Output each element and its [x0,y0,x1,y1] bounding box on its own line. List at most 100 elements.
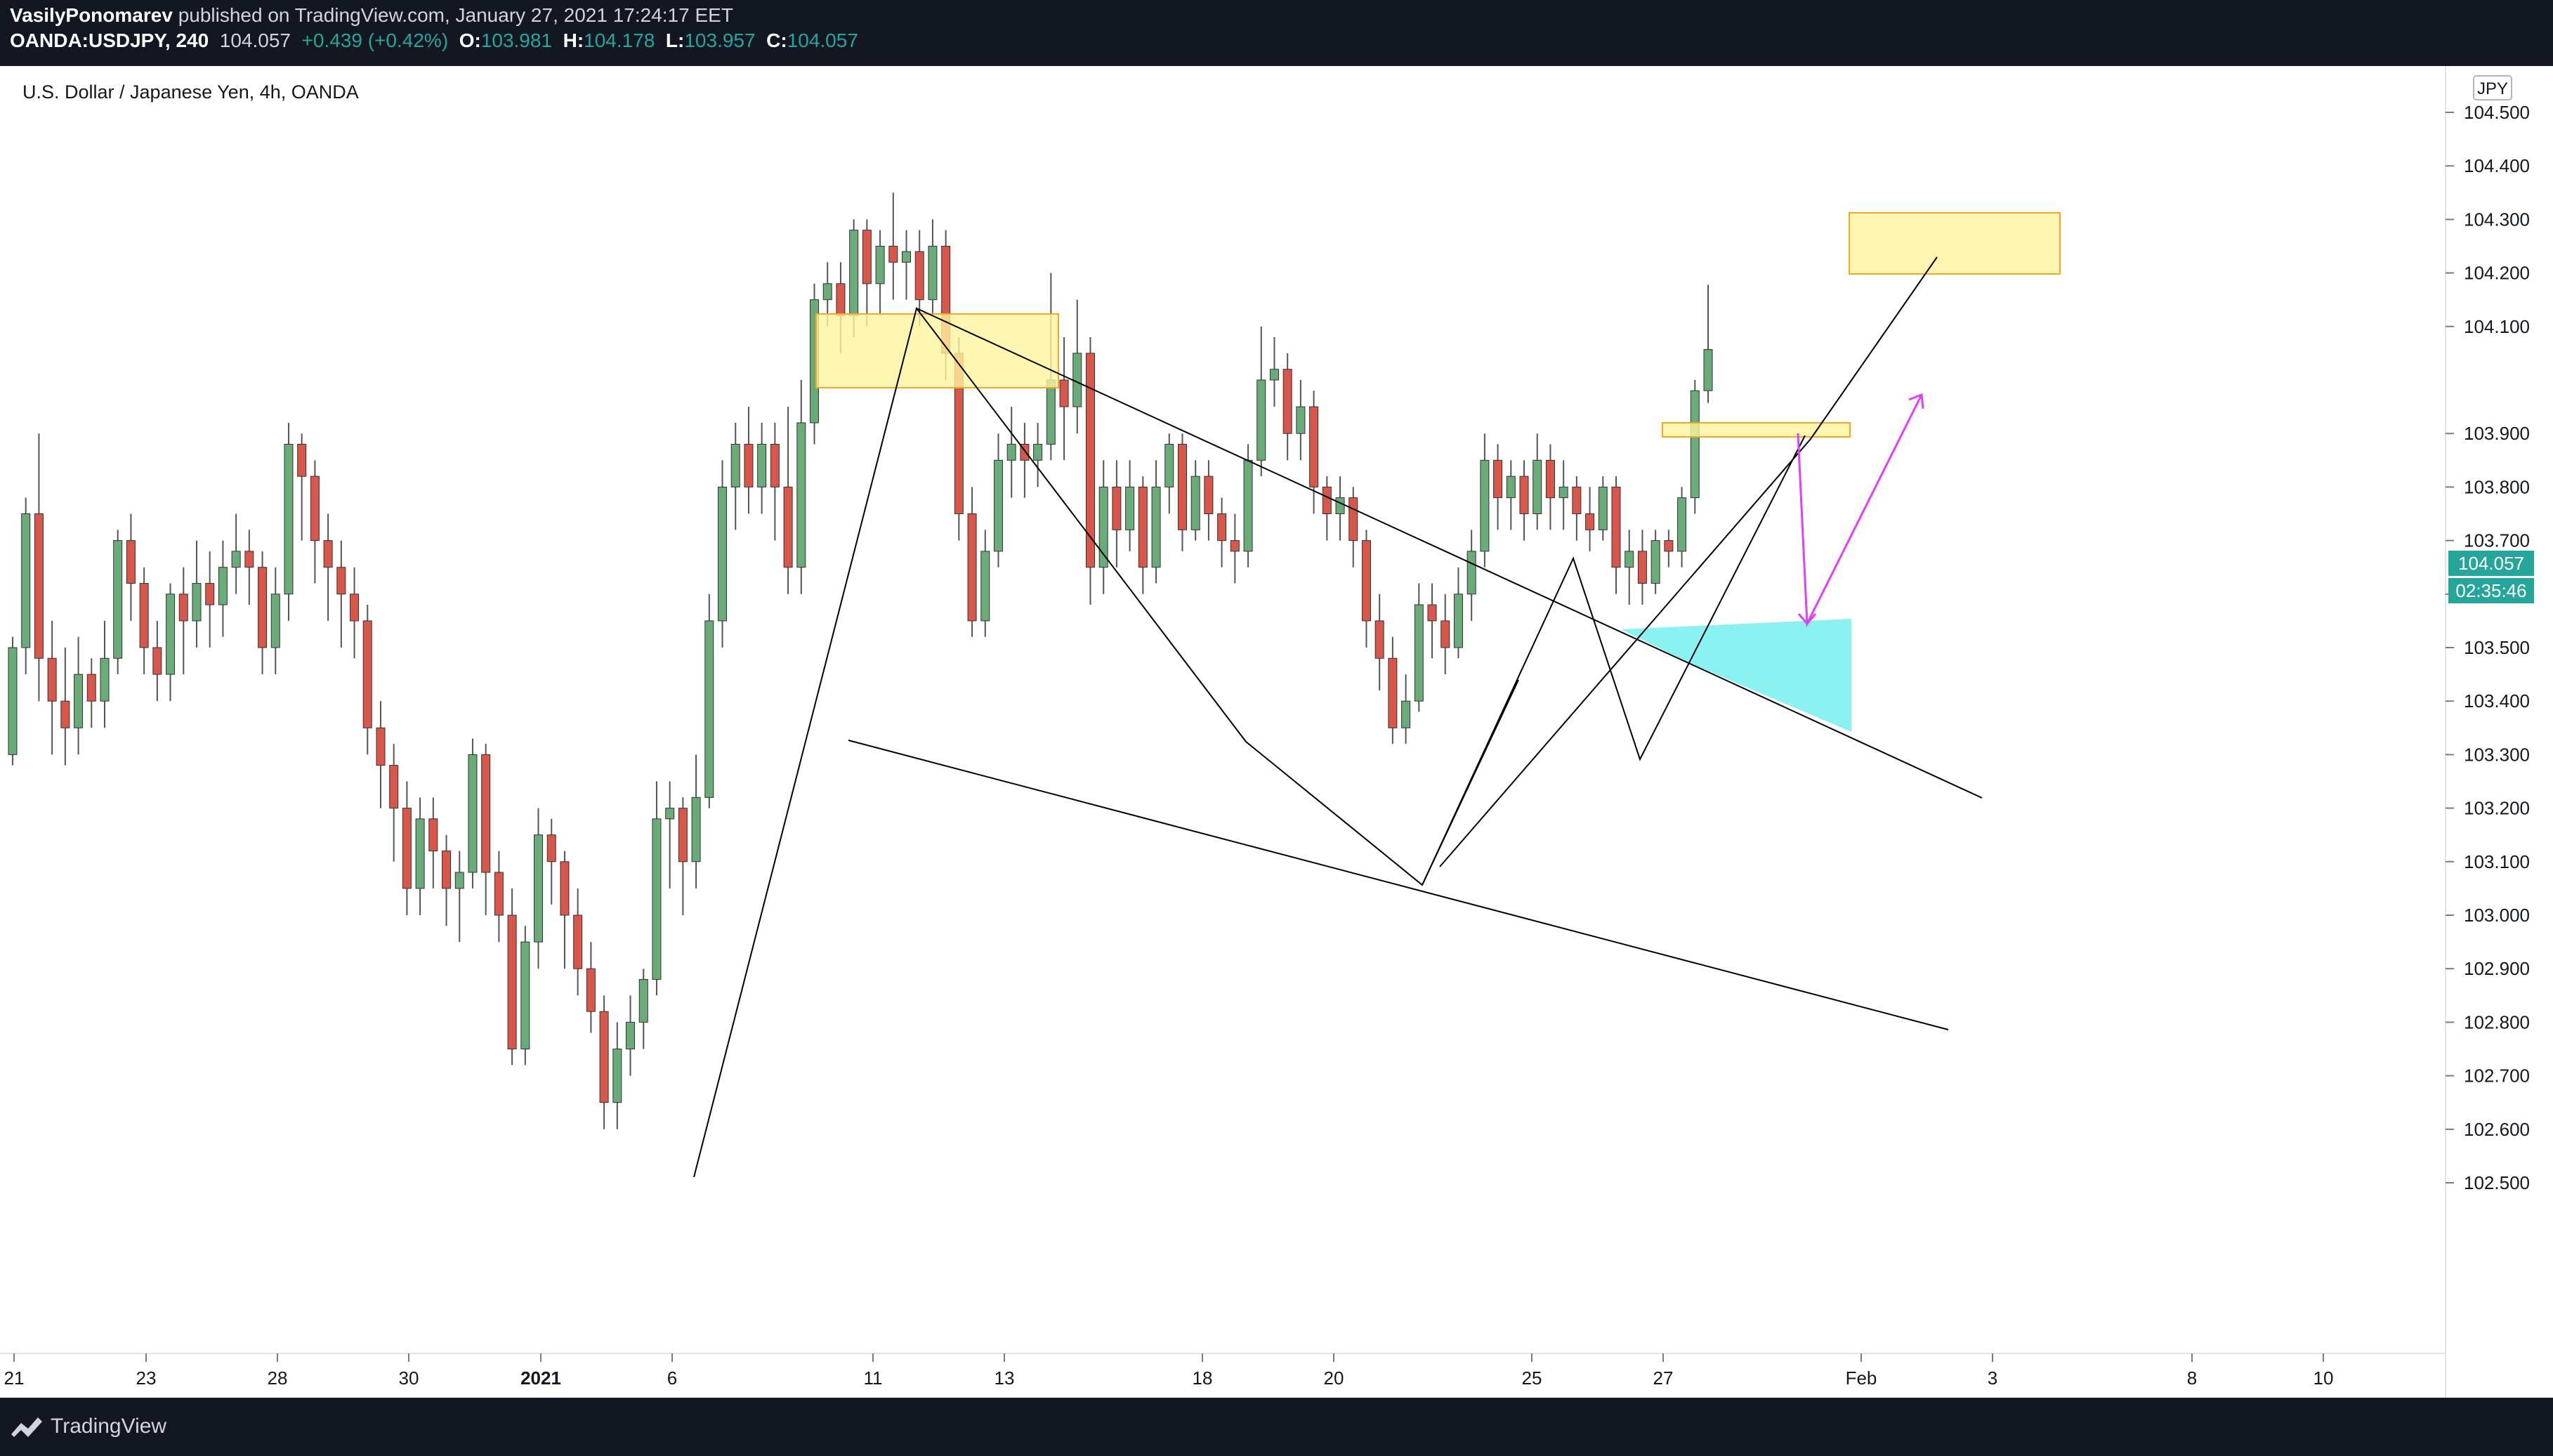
candle[interactable] [875,230,885,316]
candle[interactable] [21,497,31,675]
candle[interactable] [652,781,662,996]
candle[interactable] [1164,433,1174,514]
candle[interactable] [1151,460,1161,584]
candle[interactable] [1506,460,1516,530]
candle[interactable] [665,781,675,888]
candle[interactable] [612,1022,622,1129]
candle[interactable] [718,460,728,648]
candle[interactable] [258,551,268,675]
candle[interactable] [442,834,452,926]
candle[interactable] [415,797,425,915]
candle[interactable] [1690,380,1700,514]
candle[interactable] [888,192,898,300]
candle[interactable] [100,620,110,728]
candle[interactable] [1466,530,1476,621]
candle[interactable] [284,422,294,621]
candle[interactable] [757,422,767,514]
candle[interactable] [323,513,333,621]
candle[interactable] [704,593,714,808]
candle[interactable] [546,818,556,905]
candle[interactable] [586,942,596,1033]
candle[interactable] [1204,460,1214,541]
brand-name[interactable]: TradingView [51,1415,167,1438]
candle[interactable] [862,219,872,327]
candle[interactable] [1335,476,1345,541]
candle[interactable] [1098,460,1108,594]
candle[interactable] [1374,593,1384,690]
candle[interactable] [954,337,964,541]
candle[interactable] [967,487,977,637]
candle[interactable] [1006,407,1016,498]
candle[interactable] [507,888,517,1065]
candle[interactable] [336,540,346,648]
candle[interactable] [494,851,504,943]
candle[interactable] [428,797,438,888]
candle[interactable] [1533,433,1542,530]
candle[interactable] [534,808,544,969]
candle[interactable] [560,851,570,969]
candle[interactable] [928,219,938,316]
candle[interactable] [1545,444,1555,530]
time-axis[interactable]: 21 23 28 30 2021 6 11 13 18 20 25 27 Feb 3 8 10 [4,1353,2334,1389]
currency-badge[interactable] [2473,75,2512,100]
candle[interactable] [310,460,320,584]
candle[interactable] [1493,444,1503,530]
candle[interactable] [468,738,478,888]
candle[interactable] [744,407,754,514]
candle[interactable] [74,636,84,755]
candle[interactable] [1309,391,1319,514]
candle[interactable] [1138,476,1148,594]
candle[interactable] [481,744,491,915]
candle[interactable] [60,648,70,766]
candle[interactable] [1664,530,1674,568]
candle[interactable] [139,567,149,675]
candle[interactable] [626,995,636,1076]
candle[interactable] [270,567,280,675]
candle[interactable] [376,701,386,808]
candle[interactable] [350,567,360,659]
candle[interactable] [1637,530,1647,605]
candle[interactable] [638,969,648,1049]
candle[interactable] [218,540,228,637]
candle[interactable] [1598,476,1608,541]
candle[interactable] [389,744,399,862]
publisher-name[interactable]: VasilyPonomarev [10,4,173,26]
chart-canvas[interactable]: 104.700104.600104.500104.400104.300104.2… [0,66,2553,1398]
candle[interactable] [1230,513,1240,584]
candle[interactable] [126,513,136,621]
candle[interactable] [901,230,911,300]
candle[interactable] [1112,460,1122,568]
candle[interactable] [402,781,412,916]
candle[interactable] [1125,460,1135,551]
candle[interactable] [1020,422,1030,498]
candle[interactable] [599,995,609,1129]
candle[interactable] [1269,337,1279,407]
candle[interactable] [1033,422,1043,487]
candle[interactable] [1677,487,1687,568]
candle[interactable] [1348,487,1358,568]
candle[interactable] [244,530,254,605]
candle[interactable] [1453,567,1463,659]
candle[interactable] [86,658,96,728]
candle[interactable] [1085,337,1095,605]
candle[interactable] [1282,353,1292,461]
candle[interactable] [205,551,215,648]
candle[interactable] [362,605,372,755]
candle[interactable] [573,888,583,996]
candle[interactable] [1650,530,1660,594]
candle[interactable] [1414,583,1424,712]
candle[interactable] [1519,460,1529,541]
candle[interactable] [1585,487,1595,551]
candle[interactable] [1388,636,1398,745]
candle[interactable] [520,926,530,1065]
candle[interactable] [1611,476,1621,594]
candle[interactable] [1217,497,1227,568]
candle[interactable] [1072,299,1082,434]
candle[interactable] [980,530,990,637]
candle[interactable] [678,797,688,915]
candle[interactable] [1401,674,1411,745]
candle[interactable] [1296,380,1306,461]
candle[interactable] [796,380,806,594]
candle[interactable] [730,422,740,530]
candle[interactable] [1427,583,1437,659]
